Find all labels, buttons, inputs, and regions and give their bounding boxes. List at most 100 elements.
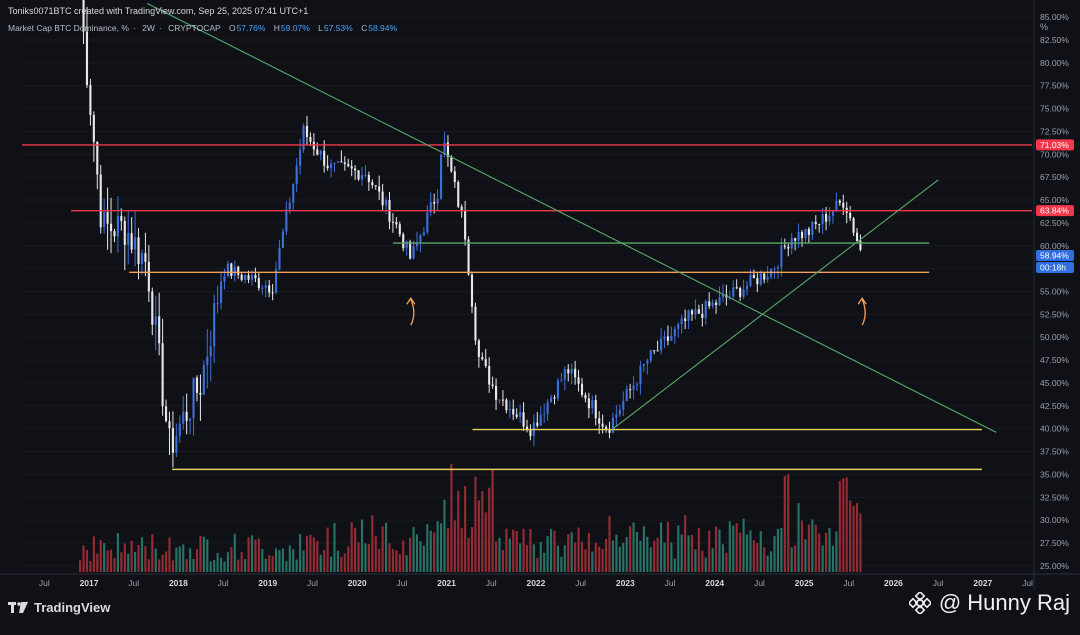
volume-bar: [556, 545, 560, 572]
volume-bar: [147, 559, 150, 572]
candle-body: [137, 237, 140, 265]
candle-body: [632, 385, 635, 390]
volume-bar: [354, 527, 357, 572]
candle-body: [852, 218, 855, 233]
candle-body: [522, 412, 525, 427]
price-label-text: 00:18h: [1040, 263, 1066, 273]
volume-bar: [766, 555, 769, 572]
volume-bar: [780, 527, 783, 572]
volume-bar: [488, 487, 491, 572]
tradingview-brand[interactable]: TradingView: [8, 600, 110, 615]
volume-bar: [460, 528, 463, 572]
volume-bar: [436, 521, 439, 572]
price-label-bg: [1036, 139, 1074, 151]
candle-body: [391, 221, 394, 223]
y-tick-label: 80.00%: [1040, 58, 1069, 68]
volume-bar: [635, 532, 639, 572]
volume-bar: [770, 551, 773, 572]
volume-bar: [594, 542, 597, 572]
candle-body: [378, 186, 381, 192]
y-tick-label: 27.50%: [1040, 538, 1069, 548]
x-tick-label: Jul: [933, 578, 944, 588]
candle-body: [842, 202, 845, 208]
volume-bar: [622, 542, 625, 572]
volume-bar: [587, 532, 590, 572]
x-tick-label: Jul: [754, 578, 765, 588]
chart-header-title: Toniks0071BTC created with TradingView.c…: [8, 6, 309, 16]
volume-bar: [646, 536, 649, 572]
price-label-bg: [1036, 249, 1074, 261]
volume-bar: [615, 534, 618, 572]
volume-bar: [144, 546, 147, 572]
volume-bar: [591, 551, 594, 572]
volume-bar: [505, 528, 508, 572]
volume-bar: [629, 526, 632, 572]
candle-body: [140, 253, 144, 265]
y-tick-label: 25.00%: [1040, 561, 1069, 571]
candle-body: [202, 365, 205, 395]
legend-high-key: H: [273, 23, 280, 33]
volume-bar: [525, 545, 529, 572]
candle-body: [859, 240, 862, 250]
candle-body: [752, 274, 755, 279]
candle-body: [684, 318, 687, 322]
volume-bar: [384, 522, 388, 572]
volume-bar: [749, 530, 752, 572]
volume-bar: [546, 535, 549, 572]
volume-bar: [340, 556, 343, 572]
y-tick-label: 77.50%: [1040, 81, 1069, 91]
x-tick-label: 2019: [258, 578, 277, 588]
candle-body: [539, 414, 542, 426]
volume-bar: [178, 546, 181, 572]
candle-body: [213, 303, 216, 347]
price-label-bg: [1036, 262, 1074, 274]
volume-bar: [374, 535, 377, 572]
candle-body: [594, 400, 597, 419]
volume-bar: [756, 542, 759, 572]
x-tick-label: Jul: [218, 578, 229, 588]
candle-body: [543, 413, 546, 415]
candle-body: [804, 228, 807, 239]
volume-bar: [240, 552, 243, 572]
legend-exchange: CRYPTOCAP: [168, 23, 221, 33]
candle-body: [453, 171, 456, 183]
volume-bar: [539, 542, 542, 572]
candle-body: [374, 185, 377, 187]
lines-layer: [22, 2, 1032, 471]
candle-body: [512, 408, 515, 415]
y-tick-label: 60.00%: [1040, 241, 1069, 251]
y-tick-label: 55.00%: [1040, 287, 1069, 297]
candle-body: [443, 142, 446, 155]
volume-bar: [642, 526, 645, 572]
volume-bar: [797, 503, 800, 572]
x-tick-label: Jul: [575, 578, 586, 588]
candle-body: [82, 0, 85, 32]
candle-body: [302, 125, 305, 150]
candle-body: [244, 275, 247, 280]
candle-body: [670, 335, 673, 341]
candle-body: [405, 241, 408, 249]
candle-body: [285, 209, 288, 232]
candle-body: [371, 182, 374, 186]
volume-bar: [367, 544, 370, 572]
volume-bar: [405, 555, 408, 572]
candle-body: [687, 310, 690, 322]
candle-body: [515, 414, 518, 417]
candle-body: [807, 228, 810, 235]
volume-bar: [151, 534, 154, 572]
volume-bar: [625, 536, 628, 572]
volume-bar: [457, 490, 460, 572]
symbol-legend[interactable]: Market Cap BTC Dominance, % · 2W · CRYPTOC…: [8, 23, 398, 33]
volume-bar: [312, 537, 315, 572]
candle-body: [295, 165, 298, 184]
volume-bar: [323, 549, 326, 572]
volume-bar: [477, 500, 480, 572]
volume-bar: [838, 481, 841, 572]
candle-body: [646, 360, 649, 364]
volume-bar: [697, 528, 700, 572]
candle-body: [123, 221, 126, 245]
candle-body: [484, 359, 487, 367]
candle-body: [838, 200, 841, 203]
candle-body: [653, 350, 656, 352]
